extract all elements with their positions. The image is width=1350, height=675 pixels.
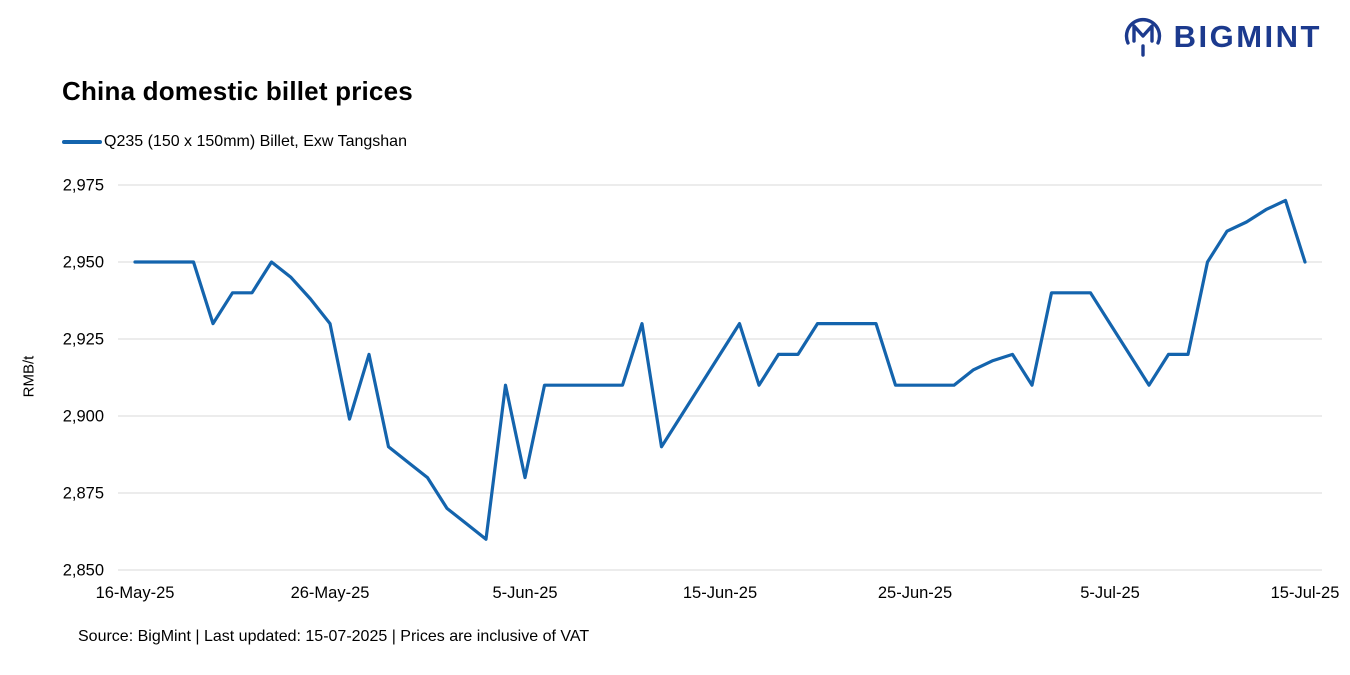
bigmint-icon [1121, 15, 1165, 57]
y-tick-label: 2,900 [63, 408, 104, 426]
y-tick-label: 2,975 [63, 177, 104, 195]
x-tick-label: 16-May-25 [96, 584, 175, 602]
x-tick-label: 5-Jun-25 [492, 584, 557, 602]
chart-title: China domestic billet prices [62, 76, 413, 106]
y-tick-label: 2,925 [63, 331, 104, 349]
source-note: Source: BigMint | Last updated: 15-07-20… [78, 628, 590, 645]
x-tick-label: 15-Jul-25 [1271, 584, 1340, 602]
x-tick-label: 25-Jun-25 [878, 584, 952, 602]
legend-line-swatch-icon [62, 140, 102, 144]
y-tick-label: 2,850 [63, 562, 104, 580]
y-tick-label: 2,875 [63, 485, 104, 503]
chart-legend: Q235 (150 x 150mm) Billet, Exw Tangshan [62, 133, 407, 151]
x-tick-label: 26-May-25 [291, 584, 370, 602]
brand-logo: BIGMINT [1121, 15, 1322, 57]
legend-series-label: Q235 (150 x 150mm) Billet, Exw Tangshan [104, 133, 407, 150]
brand-logo-text: BIGMINT [1173, 18, 1322, 54]
y-tick-label: 2,950 [63, 254, 104, 272]
x-tick-label: 5-Jul-25 [1080, 584, 1140, 602]
x-tick-label: 15-Jun-25 [683, 584, 757, 602]
price-line [133, 198, 1307, 541]
